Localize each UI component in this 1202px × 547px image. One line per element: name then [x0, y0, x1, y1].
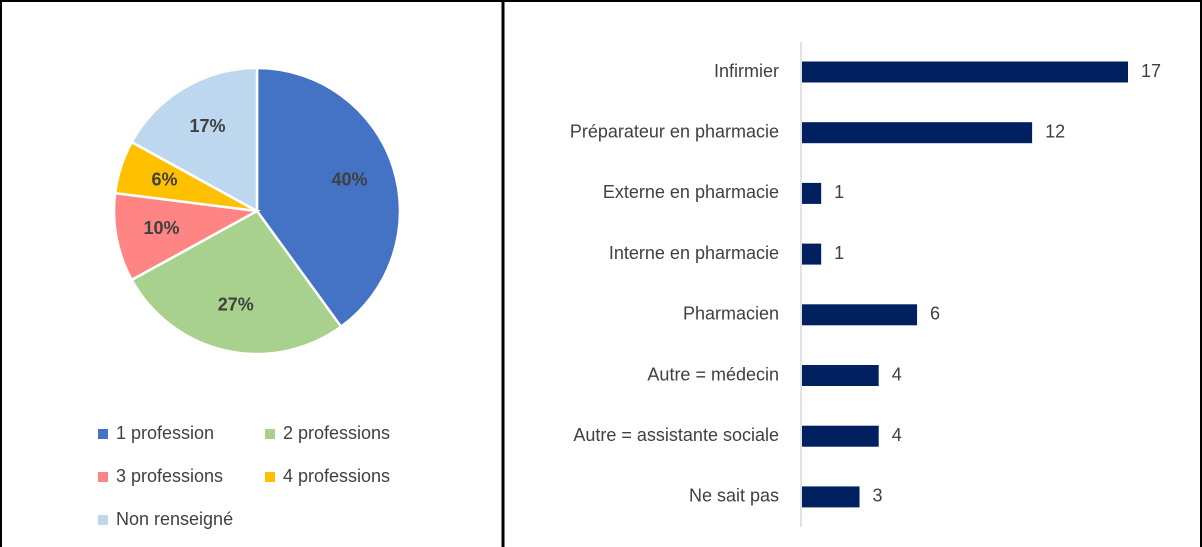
legend-label: 1 profession — [116, 423, 214, 443]
y-tick-label: Autre = assistante sociale — [573, 425, 779, 445]
y-tick-label: Pharmacien — [683, 304, 779, 324]
legend-swatch — [98, 515, 108, 525]
data-label: 1 — [834, 243, 844, 263]
data-label: 6% — [152, 170, 178, 190]
bar — [802, 122, 1033, 144]
pie-slice — [255, 66, 402, 329]
legend-swatch — [265, 472, 275, 482]
bar — [802, 304, 918, 326]
data-label: 12 — [1045, 121, 1065, 141]
y-tick-label: Autre = médecin — [647, 364, 779, 384]
legend-label: 3 professions — [116, 466, 223, 486]
pie-slice — [129, 209, 343, 356]
data-label: 10% — [143, 218, 179, 238]
data-label: 6 — [930, 304, 940, 324]
bar — [802, 486, 860, 508]
legend-label: 2 professions — [283, 423, 390, 443]
pie-slice — [129, 66, 259, 214]
y-tick-label: Ne sait pas — [689, 486, 779, 506]
pie-slice — [112, 191, 261, 282]
y-tick-label: Préparateur en pharmacie — [570, 121, 779, 141]
bar — [802, 365, 879, 386]
legend-label: Non renseigné — [116, 509, 233, 529]
bar — [802, 61, 1128, 83]
legend-swatch — [98, 472, 108, 482]
legend-swatch — [265, 429, 275, 439]
bar — [802, 425, 879, 447]
bar — [802, 243, 822, 265]
data-label: 17 — [1141, 61, 1161, 81]
data-label: 3 — [873, 486, 883, 506]
data-label: 4 — [892, 364, 902, 384]
data-label: 40% — [331, 170, 367, 190]
data-label: 17% — [189, 116, 225, 136]
y-tick-label: Externe en pharmacie — [603, 182, 779, 202]
bar — [802, 182, 822, 204]
legend-swatch — [98, 429, 108, 439]
y-tick-label: Interne en pharmacie — [609, 243, 779, 263]
legend-label: 4 professions — [283, 466, 390, 486]
data-label: 4 — [892, 425, 902, 445]
data-label: 1 — [834, 182, 844, 202]
y-tick-label: Infirmier — [714, 61, 779, 81]
data-label: 27% — [218, 295, 254, 315]
